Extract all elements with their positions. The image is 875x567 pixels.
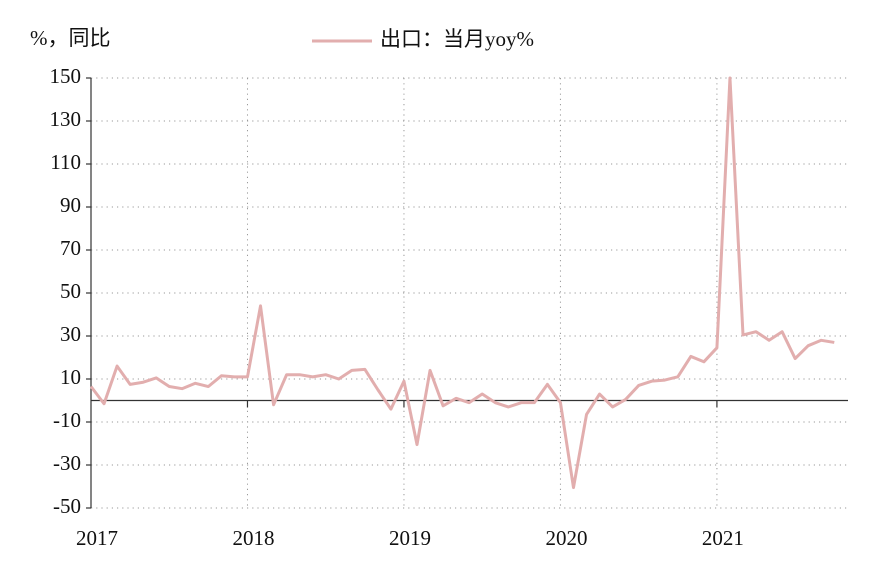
y-tick-label: 50 — [60, 279, 81, 303]
y-axis-label: %，同比 — [30, 26, 111, 50]
y-tick-label: 110 — [50, 150, 81, 174]
y-tick-label: 70 — [60, 236, 81, 260]
x-tick-label: 2021 — [702, 526, 744, 550]
y-tick-label: -10 — [53, 408, 81, 432]
y-tick-label: -50 — [53, 494, 81, 518]
y-tick-label: -30 — [53, 451, 81, 475]
y-tick-label: 30 — [60, 322, 81, 346]
y-tick-label: 150 — [50, 64, 82, 88]
x-tick-label: 2017 — [76, 526, 118, 550]
series-line — [89, 76, 835, 490]
x-tick-label: 2019 — [389, 526, 431, 550]
y-tick-label: 10 — [60, 365, 81, 389]
x-tick-label: 2020 — [545, 526, 587, 550]
x-tick-label: 2018 — [232, 526, 274, 550]
y-tick-label: 130 — [50, 107, 82, 131]
legend-label: 出口：当月yoy% — [380, 27, 534, 51]
y-tick-label: 90 — [60, 193, 81, 217]
